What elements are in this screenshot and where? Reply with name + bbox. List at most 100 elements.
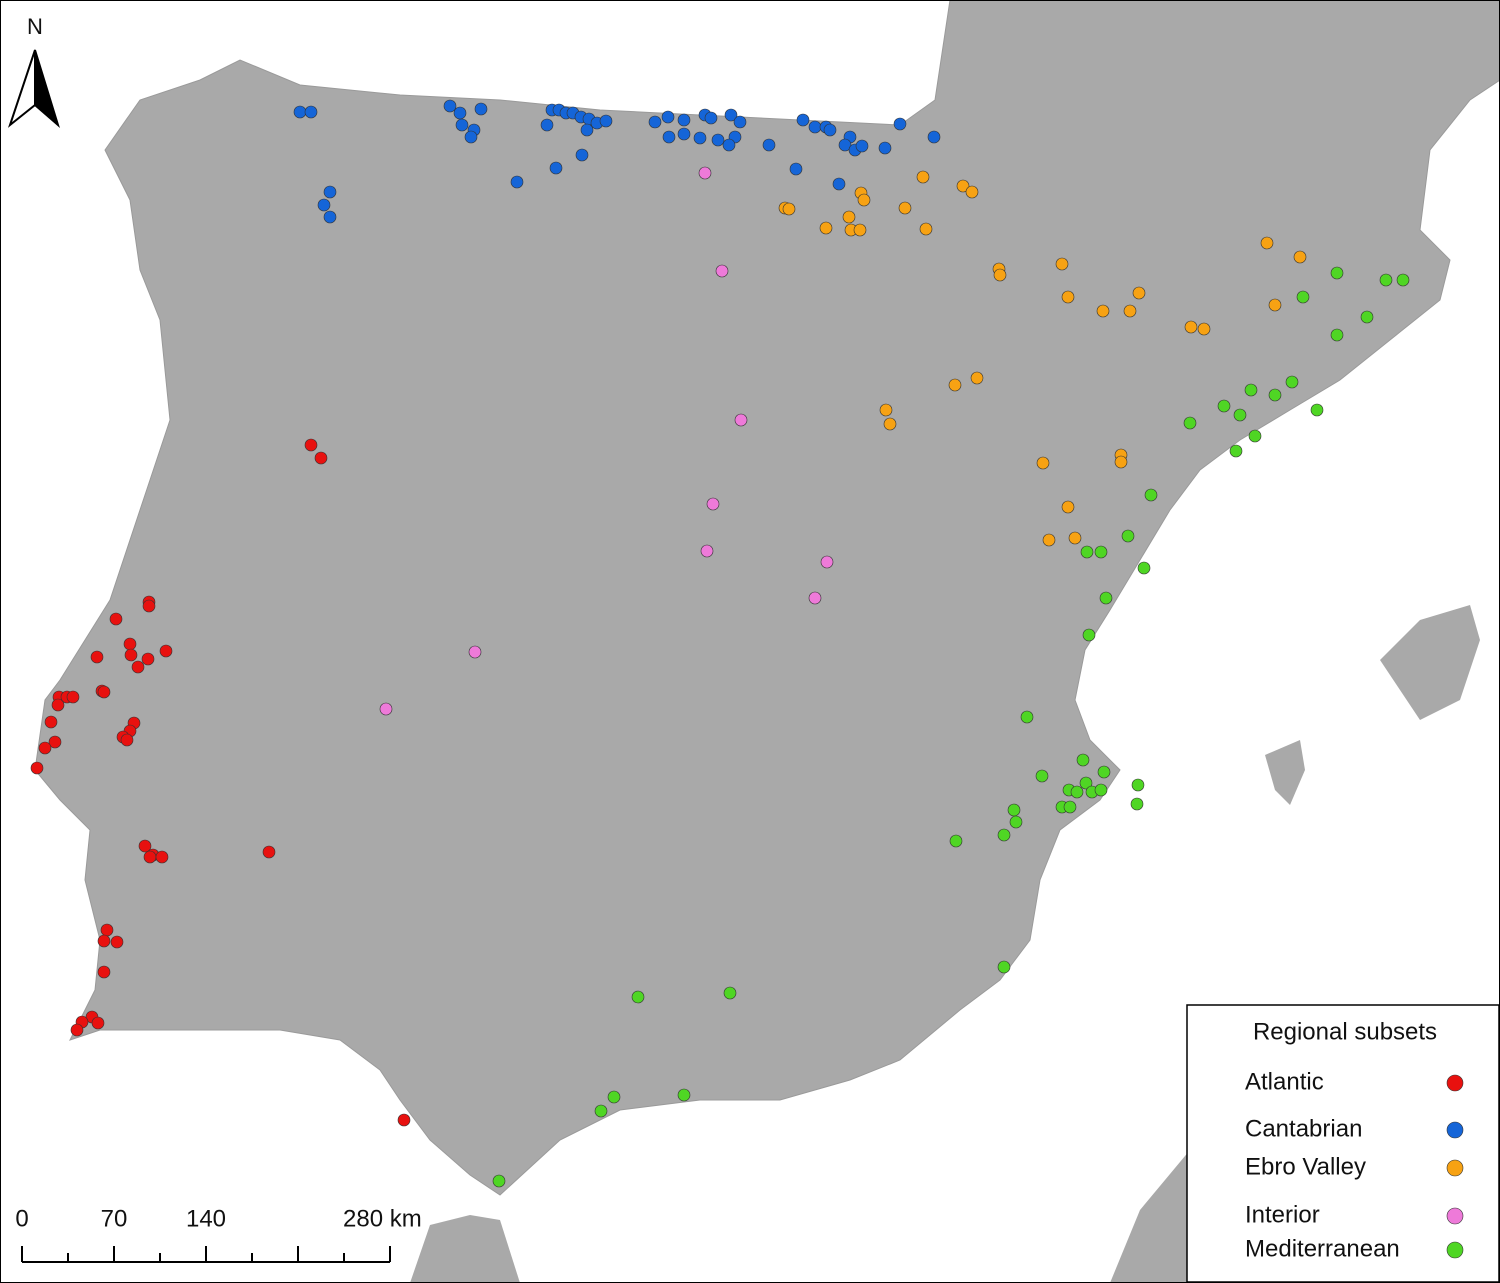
site-marker bbox=[1042, 533, 1056, 547]
site-marker bbox=[949, 834, 963, 848]
site-marker bbox=[711, 133, 725, 147]
site-marker bbox=[661, 110, 675, 124]
site-marker bbox=[1233, 408, 1247, 422]
site-marker bbox=[1123, 304, 1137, 318]
site-marker bbox=[1260, 236, 1274, 250]
site-marker bbox=[1061, 290, 1075, 304]
site-marker bbox=[120, 733, 134, 747]
legend-label: Interior bbox=[1245, 1201, 1320, 1228]
site-marker bbox=[1183, 416, 1197, 430]
site-marker bbox=[1020, 710, 1034, 724]
legend-label: Ebro Valley bbox=[1245, 1153, 1366, 1180]
site-marker bbox=[916, 170, 930, 184]
site-marker bbox=[823, 123, 837, 137]
site-marker bbox=[733, 115, 747, 129]
site-marker bbox=[948, 378, 962, 392]
site-marker bbox=[698, 166, 712, 180]
site-marker bbox=[927, 130, 941, 144]
site-marker bbox=[1009, 815, 1023, 829]
site-marker bbox=[1070, 785, 1084, 799]
site-marker bbox=[540, 118, 554, 132]
site-marker bbox=[1131, 778, 1145, 792]
site-marker bbox=[90, 650, 104, 664]
site-marker bbox=[704, 111, 718, 125]
site-marker bbox=[575, 148, 589, 162]
site-marker bbox=[1197, 322, 1211, 336]
mallorca bbox=[1380, 605, 1480, 720]
site-marker bbox=[723, 986, 737, 1000]
site-marker bbox=[893, 117, 907, 131]
site-marker bbox=[965, 185, 979, 199]
site-marker bbox=[455, 118, 469, 132]
legend-title: Regional subsets bbox=[1253, 1018, 1437, 1045]
site-marker bbox=[919, 222, 933, 236]
site-marker bbox=[1068, 531, 1082, 545]
site-marker bbox=[1285, 375, 1299, 389]
africa-land bbox=[1110, 1150, 1190, 1283]
site-marker bbox=[789, 162, 803, 176]
site-marker bbox=[1268, 388, 1282, 402]
ibiza bbox=[1265, 740, 1305, 805]
site-marker bbox=[142, 599, 156, 613]
north-label: N bbox=[27, 14, 43, 39]
site-marker bbox=[631, 990, 645, 1004]
sites bbox=[30, 99, 1410, 1188]
site-marker bbox=[662, 130, 676, 144]
site-marker bbox=[110, 935, 124, 949]
site-marker bbox=[997, 960, 1011, 974]
site-marker bbox=[832, 177, 846, 191]
site-marker bbox=[323, 210, 337, 224]
site-marker bbox=[70, 1023, 84, 1037]
legend-label: Cantabrian bbox=[1245, 1115, 1362, 1142]
site-marker bbox=[131, 660, 145, 674]
site-marker bbox=[1097, 765, 1111, 779]
site-marker bbox=[1079, 776, 1093, 790]
site-marker bbox=[109, 612, 123, 626]
site-marker bbox=[1007, 803, 1021, 817]
site-marker bbox=[314, 451, 328, 465]
site-marker bbox=[510, 175, 524, 189]
site-marker bbox=[304, 438, 318, 452]
site-marker bbox=[323, 185, 337, 199]
scale-label: 140 bbox=[186, 1205, 226, 1232]
site-marker bbox=[580, 123, 594, 137]
africa-land bbox=[410, 1215, 520, 1283]
site-marker bbox=[1244, 383, 1258, 397]
site-marker bbox=[782, 202, 796, 216]
site-marker bbox=[1293, 250, 1307, 264]
site-marker bbox=[724, 108, 738, 122]
site-marker bbox=[1061, 500, 1075, 514]
site-marker bbox=[1130, 797, 1144, 811]
site-marker bbox=[855, 139, 869, 153]
site-marker bbox=[1360, 310, 1374, 324]
site-marker bbox=[91, 1016, 105, 1030]
site-marker bbox=[1121, 529, 1135, 543]
site-marker bbox=[51, 698, 65, 712]
site-marker bbox=[1229, 444, 1243, 458]
site-marker bbox=[97, 685, 111, 699]
site-marker bbox=[700, 544, 714, 558]
site-marker bbox=[1094, 545, 1108, 559]
site-marker bbox=[607, 1090, 621, 1104]
legend-swatch bbox=[1446, 1074, 1464, 1092]
site-marker bbox=[1055, 257, 1069, 271]
site-marker bbox=[48, 735, 62, 749]
site-marker bbox=[143, 850, 157, 864]
site-marker bbox=[141, 652, 155, 666]
site-marker bbox=[1310, 403, 1324, 417]
site-marker bbox=[397, 1113, 411, 1127]
site-marker bbox=[1330, 328, 1344, 342]
site-marker bbox=[443, 99, 457, 113]
legend-swatch bbox=[1446, 1159, 1464, 1177]
site-marker bbox=[956, 179, 970, 193]
site-marker bbox=[857, 193, 871, 207]
site-marker bbox=[853, 223, 867, 237]
site-marker bbox=[1379, 273, 1393, 287]
site-marker bbox=[648, 115, 662, 129]
site-marker bbox=[883, 417, 897, 431]
site-marker bbox=[1184, 320, 1198, 334]
legend: Regional subsets Atlantic Cantabrian Ebro … bbox=[1186, 1004, 1500, 1283]
site-marker bbox=[492, 1174, 506, 1188]
legend-label: Mediterranean bbox=[1245, 1235, 1400, 1262]
